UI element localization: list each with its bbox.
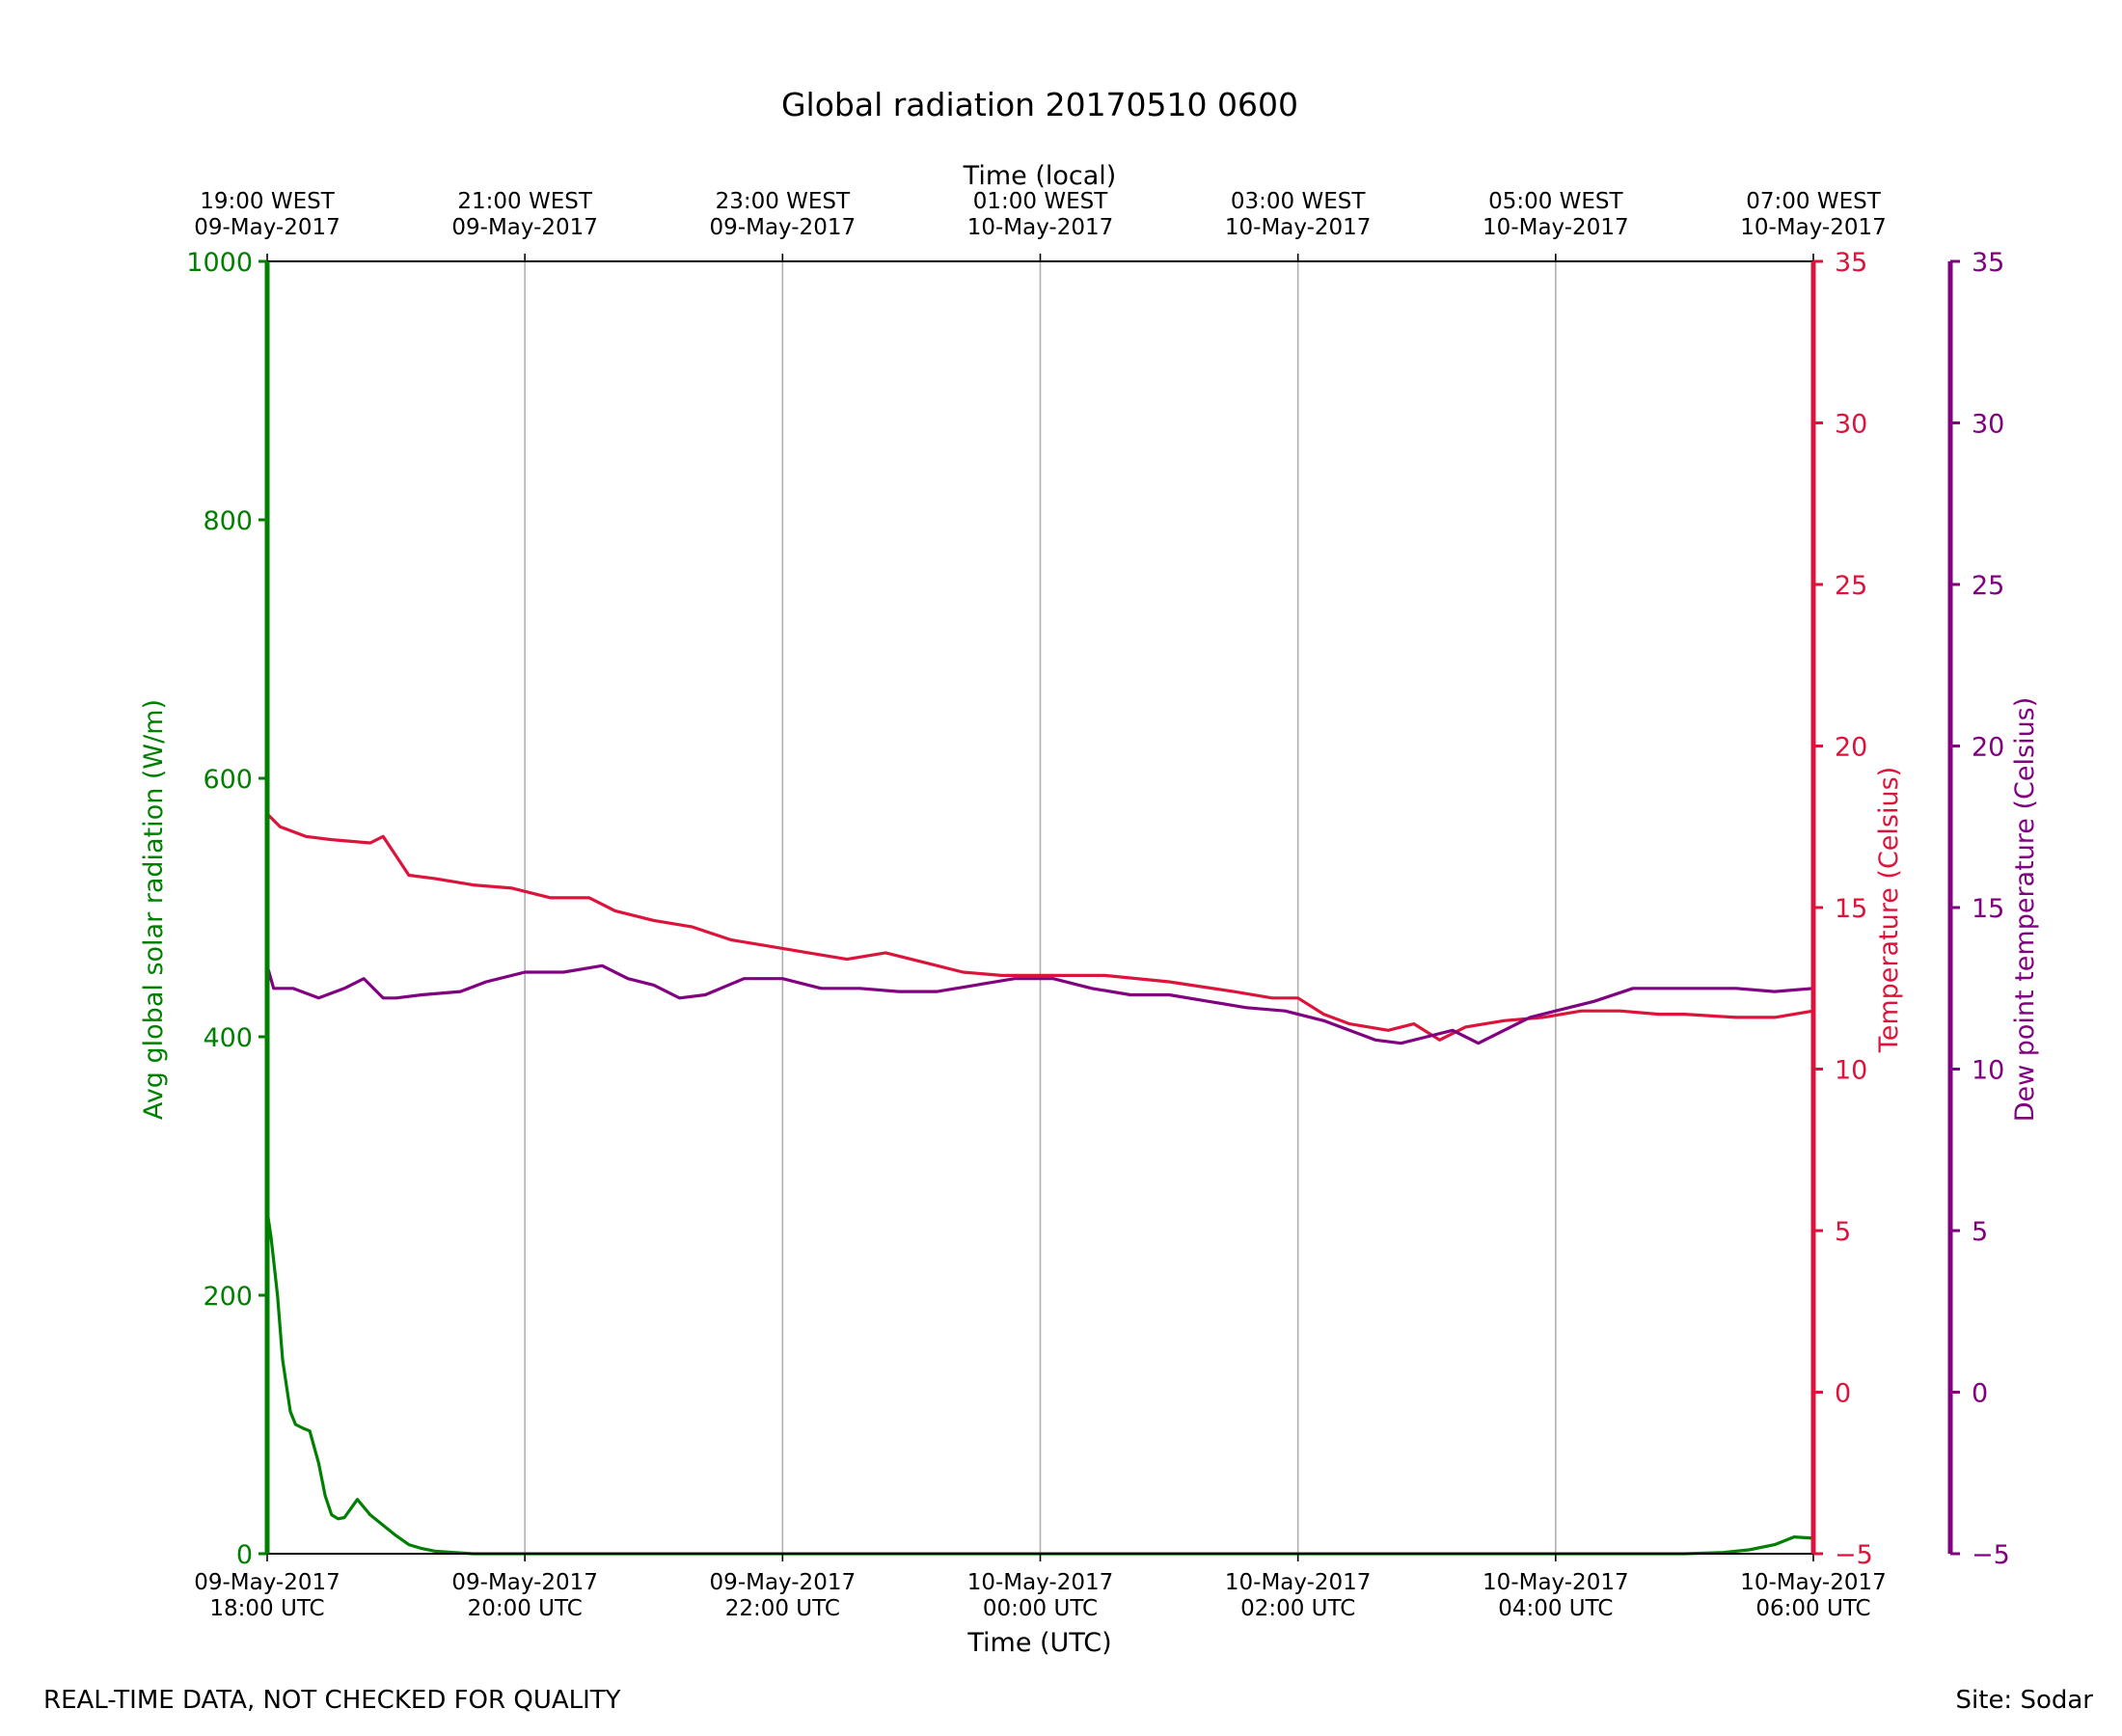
temperature-tick-label: 0 [1835, 1379, 1851, 1409]
x-tick-label: 09-May-2017 [451, 1570, 598, 1595]
dewpoint-tick-label: −5 [1972, 1540, 2010, 1570]
dewpoint-tick-label: 20 [1972, 733, 2004, 763]
temperature-tick-label: 35 [1835, 248, 1867, 278]
top-x-tick-label: 09-May-2017 [194, 215, 340, 240]
top-x-tick-label: 09-May-2017 [710, 215, 857, 240]
temperature-tick-label: −5 [1835, 1540, 1873, 1570]
x-tick-label: 20:00 UTC [468, 1596, 583, 1621]
chart-title: Global radiation 20170510 0600 [781, 86, 1298, 123]
top-x-tick-label: 21:00 WEST [457, 189, 592, 214]
radiation-tick-label: 800 [203, 506, 253, 536]
x-axis-label: Time (UTC) [966, 1628, 1111, 1658]
temperature-tick-label: 25 [1835, 571, 1867, 601]
temperature-axis-label: Temperature (Celsius) [1874, 767, 1904, 1053]
x-tick-label: 09-May-2017 [194, 1570, 340, 1595]
radiation-tick-label: 1000 [186, 248, 253, 278]
x-tick-label: 10-May-2017 [967, 1570, 1114, 1595]
top-x-tick-label: 09-May-2017 [451, 215, 598, 240]
x-tick-label: 22:00 UTC [725, 1596, 840, 1621]
top-x-tick-label: 19:00 WEST [200, 189, 335, 214]
quality-note: REAL-TIME DATA, NOT CHECKED FOR QUALITY [43, 1686, 621, 1715]
x-tick-label: 04:00 UTC [1498, 1596, 1613, 1621]
top-x-tick-label: 01:00 WEST [973, 189, 1108, 214]
x-tick-label: 10-May-2017 [1740, 1570, 1887, 1595]
radiation-tick-label: 200 [203, 1282, 253, 1312]
top-x-tick-label: 05:00 WEST [1488, 189, 1623, 214]
dewpoint-tick-label: 10 [1972, 1056, 2004, 1086]
top-x-tick-label: 10-May-2017 [1483, 215, 1629, 240]
top-x-tick-label: 10-May-2017 [967, 215, 1114, 240]
dewpoint-tick-label: 15 [1972, 894, 2004, 924]
dewpoint-tick-label: 0 [1972, 1379, 1988, 1409]
x-tick-label: 10-May-2017 [1483, 1570, 1629, 1595]
top-x-tick-label: 07:00 WEST [1746, 189, 1881, 214]
top-x-tick-label: 03:00 WEST [1231, 189, 1366, 214]
dewpoint-axis-label: Dew point temperature (Celsius) [2010, 697, 2040, 1123]
grid-layer [524, 261, 1557, 1554]
radiation-tick-label: 600 [203, 765, 253, 795]
temperature-tick-label: 30 [1835, 410, 1867, 440]
x-tick-label: 10-May-2017 [1225, 1570, 1372, 1595]
top-x-tick-label: 10-May-2017 [1225, 215, 1372, 240]
dewpoint-tick-label: 5 [1972, 1217, 1988, 1247]
x-tick-label: 18:00 UTC [209, 1596, 324, 1621]
x-tick-label: 09-May-2017 [710, 1570, 857, 1595]
temperature-tick-label: 5 [1835, 1217, 1851, 1247]
radiation-axis-label: Avg global solar radiation (W/m) [139, 699, 169, 1120]
dewpoint-series-line [265, 963, 1815, 1045]
dewpoint-tick-label: 30 [1972, 410, 2004, 440]
dewpoint-tick-label: 35 [1972, 248, 2004, 278]
x-tick-label: 02:00 UTC [1240, 1596, 1355, 1621]
top-x-tick-label: 10-May-2017 [1740, 215, 1887, 240]
x-tick-label: 06:00 UTC [1755, 1596, 1870, 1621]
top-x-tick-label: 23:00 WEST [716, 189, 851, 214]
radiation-tick-label: 0 [236, 1540, 253, 1570]
temperature-tick-label: 10 [1835, 1056, 1867, 1086]
top-axis-label: Time (local) [963, 161, 1117, 191]
temperature-tick-label: 20 [1835, 733, 1867, 763]
site-label: Site: Sodar [1955, 1686, 2093, 1715]
dewpoint-tick-label: 25 [1972, 571, 2004, 601]
x-tick-label: 00:00 UTC [983, 1596, 1098, 1621]
radiation-tick-label: 400 [203, 1023, 253, 1053]
temperature-tick-label: 15 [1835, 894, 1867, 924]
